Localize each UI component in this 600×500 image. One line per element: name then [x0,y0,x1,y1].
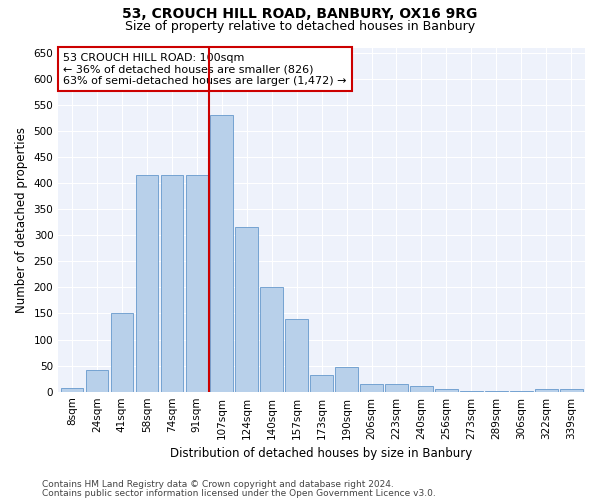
Y-axis label: Number of detached properties: Number of detached properties [15,126,28,312]
Bar [286,318,308,392]
Bar [460,390,482,392]
Text: 53 CROUCH HILL ROAD: 100sqm
← 36% of detached houses are smaller (826)
63% of se: 53 CROUCH HILL ROAD: 100sqm ← 36% of det… [64,52,347,86]
Bar [110,314,133,392]
Bar [86,370,108,392]
Bar [335,366,358,392]
Bar [310,375,333,392]
Text: Contains HM Land Registry data © Crown copyright and database right 2024.: Contains HM Land Registry data © Crown c… [42,480,394,489]
Bar [260,288,283,392]
Bar [485,390,508,392]
Bar [535,389,557,392]
Text: Contains public sector information licensed under the Open Government Licence v3: Contains public sector information licen… [42,488,436,498]
Bar [435,389,458,392]
Bar [410,386,433,392]
Text: Size of property relative to detached houses in Banbury: Size of property relative to detached ho… [125,20,475,33]
Bar [161,176,183,392]
Bar [185,176,208,392]
Bar [560,389,583,392]
Bar [211,116,233,392]
Bar [510,390,533,392]
Bar [235,228,258,392]
Bar [360,384,383,392]
Bar [61,388,83,392]
Bar [385,384,408,392]
X-axis label: Distribution of detached houses by size in Banbury: Distribution of detached houses by size … [170,447,473,460]
Text: 53, CROUCH HILL ROAD, BANBURY, OX16 9RG: 53, CROUCH HILL ROAD, BANBURY, OX16 9RG [122,8,478,22]
Bar [136,176,158,392]
